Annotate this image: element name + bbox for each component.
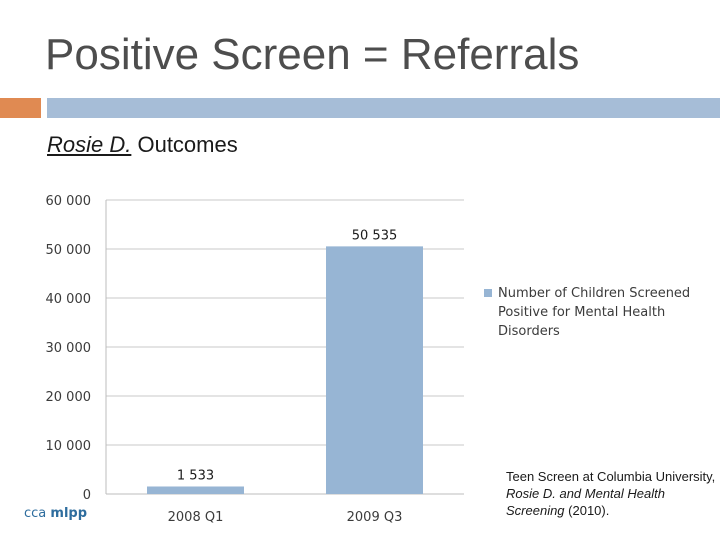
chart-legend: Number of Children Screened Positive for… (484, 284, 704, 341)
accent-bar-blue (47, 98, 720, 118)
legend-swatch (484, 289, 492, 297)
y-tick-label: 40 000 (46, 292, 92, 307)
y-tick-label: 30 000 (46, 341, 92, 356)
data-label: 1 533 (177, 468, 214, 483)
data-label: 50 535 (352, 228, 398, 243)
bar (147, 486, 244, 494)
accent-bar-orange (0, 98, 41, 118)
y-tick-label: 0 (83, 488, 91, 503)
bar-chart: 0 10 000 20 000 30 000 40 000 50 000 60 000 1 5… (46, 194, 464, 525)
logo-bold: mlpp (50, 506, 88, 521)
subtitle-rest: Outcomes (131, 132, 238, 157)
y-tick-label: 50 000 (46, 243, 92, 258)
slide-subtitle: Rosie D. Outcomes (47, 132, 238, 158)
logo-prefix: cca (24, 506, 51, 521)
slide-title: Positive Screen = Referrals (45, 30, 580, 79)
y-tick-label: 20 000 (46, 390, 92, 405)
x-tick-label: 2008 Q1 (168, 510, 224, 525)
legend-label: Number of Children Screened Positive for… (498, 286, 691, 339)
x-tick-label: 2009 Q3 (347, 510, 403, 525)
subtitle-case-name: Rosie D. (47, 132, 132, 157)
citation-tail: (2010). (564, 503, 610, 518)
bar (326, 246, 423, 494)
citation: Teen Screen at Columbia University, Rosi… (506, 468, 716, 519)
cca-mlpp-logo: cca mlpp (24, 506, 87, 521)
y-tick-label: 60 000 (46, 194, 92, 209)
y-tick-label: 10 000 (46, 439, 92, 454)
citation-italic: Rosie D. and Mental Health Screening (506, 486, 665, 518)
citation-text: Teen Screen at Columbia University, (506, 469, 716, 484)
